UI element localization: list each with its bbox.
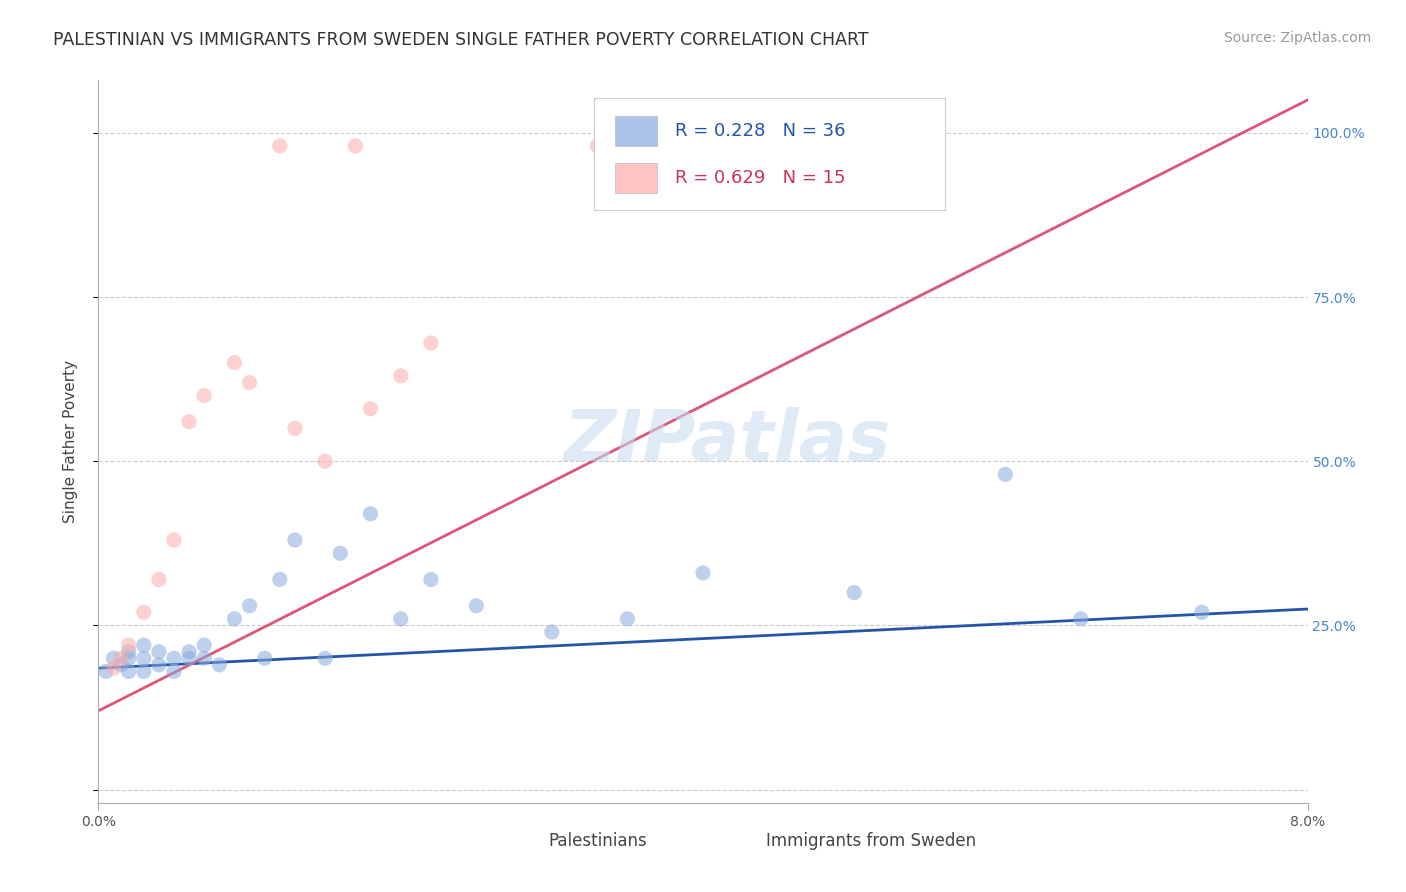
Point bbox=[540, 625, 562, 640]
Text: Source: ZipAtlas.com: Source: ZipAtlas.com bbox=[1223, 31, 1371, 45]
Point bbox=[193, 638, 215, 652]
Point bbox=[118, 665, 141, 679]
Text: Immigrants from Sweden: Immigrants from Sweden bbox=[766, 832, 976, 850]
Point bbox=[253, 651, 276, 665]
Point bbox=[208, 657, 231, 672]
FancyBboxPatch shape bbox=[509, 832, 536, 853]
Text: PALESTINIAN VS IMMIGRANTS FROM SWEDEN SINGLE FATHER POVERTY CORRELATION CHART: PALESTINIAN VS IMMIGRANTS FROM SWEDEN SI… bbox=[53, 31, 869, 49]
Point bbox=[586, 139, 609, 153]
Point bbox=[224, 356, 246, 370]
Point bbox=[420, 573, 443, 587]
Point bbox=[420, 336, 443, 351]
Point bbox=[132, 665, 155, 679]
Point bbox=[239, 599, 262, 613]
FancyBboxPatch shape bbox=[727, 832, 754, 853]
Point bbox=[179, 651, 201, 665]
Point bbox=[103, 651, 125, 665]
Point bbox=[193, 388, 215, 402]
Point bbox=[284, 421, 307, 435]
Y-axis label: Single Father Poverty: Single Father Poverty bbox=[63, 360, 77, 523]
Text: ZIPatlas: ZIPatlas bbox=[564, 407, 891, 476]
Point bbox=[132, 638, 155, 652]
Point bbox=[994, 467, 1017, 482]
Point bbox=[94, 665, 117, 679]
Point bbox=[163, 533, 186, 547]
Point bbox=[239, 376, 262, 390]
Point bbox=[329, 546, 352, 560]
Point bbox=[692, 566, 714, 580]
Point bbox=[163, 665, 186, 679]
Point bbox=[193, 651, 215, 665]
Point bbox=[110, 657, 132, 672]
Text: Palestinians: Palestinians bbox=[548, 832, 647, 850]
Point bbox=[118, 645, 141, 659]
Point bbox=[148, 657, 170, 672]
Point bbox=[360, 507, 382, 521]
Point bbox=[314, 651, 336, 665]
Point bbox=[148, 573, 170, 587]
Point bbox=[118, 638, 141, 652]
Point bbox=[360, 401, 382, 416]
FancyBboxPatch shape bbox=[595, 98, 945, 211]
Point bbox=[103, 661, 125, 675]
Point bbox=[163, 651, 186, 665]
Point bbox=[179, 645, 201, 659]
Point bbox=[284, 533, 307, 547]
Point bbox=[110, 651, 132, 665]
Point bbox=[389, 368, 412, 383]
Point bbox=[224, 612, 246, 626]
Text: R = 0.629   N = 15: R = 0.629 N = 15 bbox=[675, 169, 845, 186]
Point bbox=[269, 139, 291, 153]
Point bbox=[132, 605, 155, 619]
Point bbox=[616, 612, 638, 626]
Point bbox=[118, 651, 141, 665]
Point bbox=[132, 651, 155, 665]
Point bbox=[148, 645, 170, 659]
FancyBboxPatch shape bbox=[614, 162, 657, 193]
Point bbox=[389, 612, 412, 626]
Point bbox=[314, 454, 336, 468]
Point bbox=[844, 585, 866, 599]
Point bbox=[1191, 605, 1213, 619]
Point bbox=[179, 415, 201, 429]
Point bbox=[344, 139, 367, 153]
Point bbox=[269, 573, 291, 587]
FancyBboxPatch shape bbox=[614, 116, 657, 146]
Point bbox=[465, 599, 488, 613]
Point bbox=[1070, 612, 1092, 626]
Text: R = 0.228   N = 36: R = 0.228 N = 36 bbox=[675, 122, 845, 140]
